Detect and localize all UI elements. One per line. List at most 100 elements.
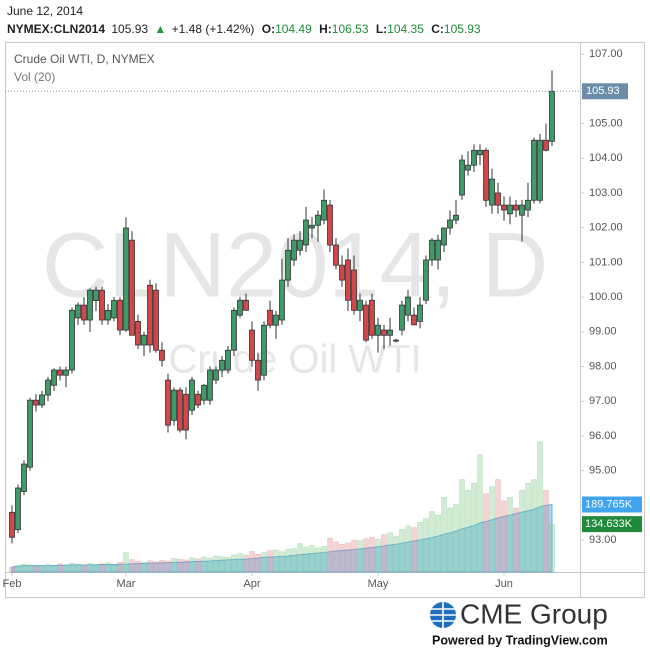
- candle-body: [93, 289, 99, 301]
- candle-body: [45, 379, 51, 396]
- candle-body: [165, 379, 171, 426]
- volume-bar: [303, 546, 309, 573]
- candle-body: [69, 309, 75, 371]
- volume-bar: [375, 539, 381, 573]
- y-tick-label: 97.00: [589, 395, 617, 407]
- candle-body: [441, 227, 447, 246]
- candle-body: [147, 284, 153, 346]
- volume-bar: [15, 565, 21, 573]
- volume-bar: [75, 563, 81, 573]
- volume-bar: [429, 511, 435, 573]
- legend-symbol: Crude Oil WTI, D, NYMEX: [14, 52, 155, 66]
- candle-body: [261, 324, 267, 376]
- candle-body: [249, 329, 255, 361]
- candle-body: [201, 384, 207, 401]
- candle-body: [525, 199, 531, 211]
- volume-bar: [45, 564, 51, 573]
- volume-bar: [141, 562, 147, 573]
- candle-body: [369, 299, 375, 336]
- volume-bar: [63, 564, 69, 573]
- candle-body: [195, 393, 201, 406]
- volume-bar: [483, 493, 489, 573]
- volume-bar: [423, 518, 429, 573]
- candle-body: [63, 369, 69, 376]
- candle-body: [327, 204, 333, 246]
- volume-bar: [273, 549, 279, 573]
- candle-body: [57, 369, 63, 376]
- volume-bar: [549, 523, 555, 573]
- candle-body: [363, 304, 369, 341]
- volume-bar: [99, 563, 105, 573]
- volume-bar: [9, 566, 15, 573]
- candle-body: [507, 204, 513, 215]
- candle-body: [543, 139, 549, 151]
- candle-body: [393, 339, 399, 342]
- volume-bar: [465, 489, 471, 573]
- candle-body: [453, 214, 459, 221]
- y-tick-label: 95.00: [589, 465, 617, 477]
- candle-body: [291, 239, 297, 261]
- candle-body: [429, 239, 435, 261]
- volume-bar: [507, 497, 513, 573]
- volume-bar: [261, 552, 267, 573]
- volume-bar: [501, 500, 507, 573]
- volume-bar: [339, 544, 345, 573]
- candle-body: [189, 379, 195, 411]
- volume-bar: [123, 552, 129, 573]
- volume-bar: [333, 541, 339, 573]
- candle-body: [273, 314, 279, 326]
- volume-bar: [213, 555, 219, 573]
- volume-bar: [369, 536, 375, 573]
- candle-body: [285, 249, 291, 281]
- candle-body: [213, 369, 219, 381]
- volume-bar: [117, 561, 123, 573]
- y-tick-label: 103.00: [589, 187, 623, 199]
- volume-bar: [519, 489, 525, 573]
- volume-bar: [243, 555, 249, 573]
- candle-body: [15, 487, 21, 531]
- volume-bar: [39, 564, 45, 573]
- globe-lines: [430, 602, 456, 628]
- volume-bar: [447, 507, 453, 573]
- candle-body: [339, 264, 345, 281]
- last-price: 105.93: [111, 22, 148, 36]
- volume-bar: [279, 551, 285, 573]
- change: +1.48 (+1.42%): [172, 22, 255, 36]
- candle-body: [21, 463, 27, 492]
- volume-bar: [51, 565, 57, 573]
- volume-bar: [105, 562, 111, 573]
- logo: CME Group Powered by TradingView.com: [430, 598, 608, 647]
- quote-line: NYMEX:CLN2014 105.93 ▲ +1.48 (+1.42%) O:…: [7, 22, 481, 36]
- volume-bar: [33, 566, 39, 573]
- candle-body: [51, 369, 57, 386]
- volume-bar: [81, 564, 87, 573]
- change-arrow: ▲: [154, 22, 166, 36]
- logo-text: CME Group: [460, 598, 608, 629]
- candle-body: [513, 204, 519, 211]
- frame: [5, 42, 645, 598]
- candle-body: [375, 324, 381, 336]
- candle-body: [471, 149, 477, 166]
- candle-body: [237, 299, 243, 316]
- volume-bar: [177, 558, 183, 573]
- y-tick-label: 96.00: [589, 430, 617, 442]
- volume-bar: [153, 561, 159, 573]
- volume-bar: [135, 561, 141, 573]
- plot: 93.0094.0095.0096.0097.0098.0099.00100.0…: [3, 48, 642, 590]
- volume-bar: [159, 560, 165, 573]
- volume-ma-box: [582, 496, 642, 513]
- ohlc-label: C:: [431, 22, 444, 36]
- candle-body: [9, 511, 15, 538]
- candle-body: [423, 259, 429, 301]
- candle-body: [117, 299, 123, 331]
- candle-body: [333, 244, 339, 266]
- candle-body: [477, 149, 483, 156]
- ohlc-value: 104.49: [275, 22, 312, 36]
- volume-bar: [165, 560, 171, 573]
- candle-body: [357, 299, 363, 311]
- volume-bar: [315, 547, 321, 573]
- candle-body: [315, 214, 321, 226]
- x-tick-label: Jun: [495, 578, 513, 590]
- candle-body: [411, 314, 417, 326]
- candle-body: [255, 359, 261, 381]
